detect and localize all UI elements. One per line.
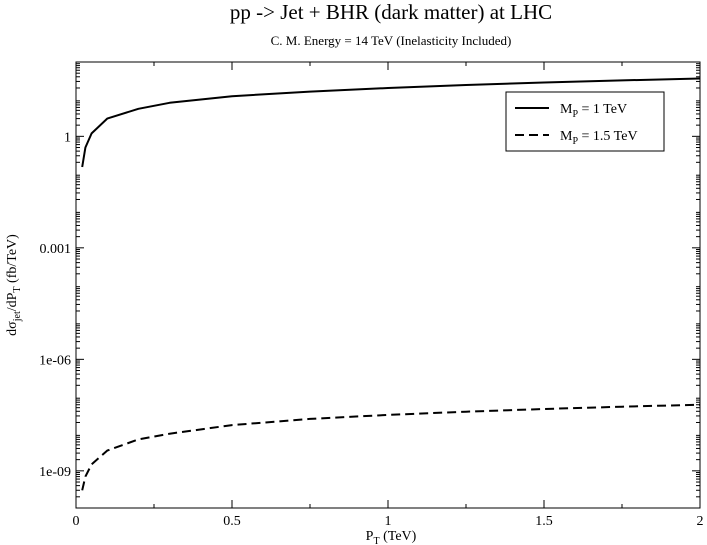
y-axis: 1e-09 1e-06 0.001 1 [39,63,700,498]
plot-area [81,77,701,491]
legend-label-1: MP = 1 TeV [560,102,627,120]
y-tick-label: 0.001 [40,242,72,257]
legend-label-2: MP = 1.5 TeV [560,129,638,147]
y-tick-label: 1 [64,130,71,145]
y-axis-title: dσjet/dPT (fb/TeV) [5,234,23,336]
x-tick-label: 0 [73,514,80,529]
x-tick-label: 2 [697,514,704,529]
chart-subtitle: C. M. Energy = 14 TeV (Inelasticity Incl… [271,33,512,48]
legend: MP = 1 TeV MP = 1.5 TeV [505,91,665,152]
x-tick-label: 1.5 [535,514,553,529]
x-axis-title: PT (TeV) [366,529,417,545]
chart-title: pp -> Jet + BHR (dark matter) at LHC [230,0,552,24]
x-tick-label: 1 [385,514,392,529]
y-tick-label: 1e-06 [39,353,71,368]
legend-box [505,91,665,152]
x-axis: 0 0.5 1 1.5 2 [73,62,704,529]
x-tick-label: 0.5 [223,514,241,529]
series-line-solid [81,77,701,168]
series-line-dashed [81,403,701,491]
y-tick-label: 1e-09 [39,465,71,480]
